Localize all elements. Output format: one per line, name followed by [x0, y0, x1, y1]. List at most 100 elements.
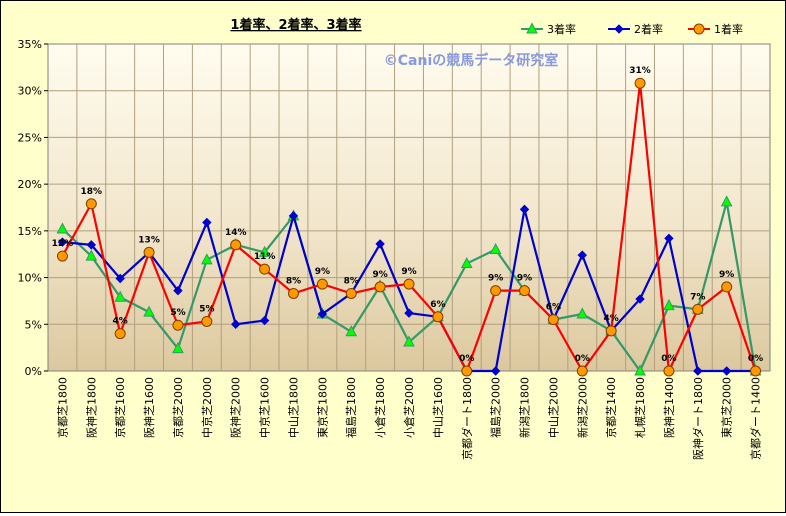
x-tick-label: 東京芝1800	[315, 377, 329, 438]
point-circle	[576, 365, 588, 377]
x-tick-label: 京都芝1800	[55, 377, 69, 438]
data-label: 14%	[225, 228, 247, 238]
y-tick-label: 30%	[18, 85, 42, 98]
data-label: 6%	[546, 303, 561, 313]
y-tick-label: 0%	[25, 365, 42, 378]
point-circle	[750, 365, 762, 377]
point-circle	[721, 281, 733, 293]
x-tick-label: 京都芝2000	[171, 377, 185, 438]
legend-label: 3着率	[547, 22, 576, 36]
point-circle	[287, 287, 299, 299]
point-circle	[172, 319, 184, 331]
point-diamond	[519, 204, 530, 215]
point-circle	[663, 365, 675, 377]
point-triangle	[201, 253, 213, 265]
y-tick-label: 20%	[18, 178, 42, 191]
x-tick-label: 阪神芝1800	[84, 377, 98, 438]
data-label: 9%	[719, 270, 734, 280]
data-label: 0%	[748, 354, 763, 364]
point-circle	[114, 328, 126, 340]
x-tick-label: 阪神芝2000	[229, 377, 243, 438]
x-tick-label: 福島芝2000	[489, 377, 503, 438]
x-tick-label: 京都芝1600	[113, 377, 127, 438]
data-label: 4%	[604, 314, 619, 324]
data-label: 9%	[315, 267, 330, 277]
point-triangle	[258, 245, 271, 257]
y-tick-label: 35%	[18, 38, 42, 51]
point-circle	[547, 314, 559, 326]
data-label: 9%	[488, 274, 503, 284]
point-triangle	[172, 342, 184, 354]
legend-label: 2着率	[634, 22, 663, 36]
point-triangle	[85, 249, 98, 261]
point-circle	[403, 278, 415, 290]
chart-title: 1着率、2着率、3着率	[230, 17, 361, 33]
data-label: 6%	[430, 300, 445, 310]
point-circle	[316, 278, 328, 290]
point-circle	[605, 325, 617, 337]
point-diamond	[635, 294, 645, 304]
point-triangle	[489, 242, 502, 255]
point-diamond	[202, 217, 212, 228]
point-circle	[519, 285, 531, 297]
x-tick-label: 阪神芝1600	[142, 377, 156, 438]
series-group: 12% 18% 4% 13% 5% 5% 14% 11% 8% 9% 8% 9% 9% 6% 0% 9% 9% 6…	[52, 66, 763, 377]
point-circle	[490, 285, 502, 297]
data-label: 5%	[199, 304, 214, 314]
data-label: 7%	[690, 292, 705, 302]
point-diamond	[115, 273, 125, 284]
point-circle	[201, 315, 213, 327]
x-tick-label: 東京芝2000	[720, 377, 734, 438]
x-tick-label: 中京芝2000	[200, 377, 214, 438]
point-diamond	[259, 315, 270, 326]
x-tick-label: 中山芝1800	[287, 377, 300, 438]
data-label: 8%	[286, 276, 301, 286]
point-diamond	[231, 319, 241, 329]
point-circle	[143, 246, 155, 258]
point-diamond	[375, 239, 385, 249]
series-3: 12% 18% 4% 13% 5% 5% 14% 11% 8% 9% 8% 9% 9% 6% 0% 9% 9% 6…	[52, 66, 763, 377]
point-triangle	[114, 290, 127, 302]
point-diamond	[490, 366, 501, 376]
x-tick-label: 阪神ダート1800	[691, 377, 705, 460]
point-diamond	[693, 366, 703, 376]
data-label: 8%	[344, 276, 359, 286]
point-diamond	[664, 233, 674, 244]
data-label: 9%	[401, 267, 416, 277]
point-triangle	[634, 364, 646, 376]
point-triangle	[720, 195, 733, 207]
point-circle	[461, 365, 473, 377]
grid-lines	[48, 44, 770, 371]
point-triangle	[526, 22, 538, 34]
point-circle	[693, 23, 705, 35]
y-tick-label: 10%	[18, 272, 42, 285]
point-diamond	[721, 366, 732, 376]
point-diamond	[404, 308, 414, 318]
data-label: 4%	[113, 317, 128, 327]
y-tick-label: 15%	[18, 225, 42, 238]
point-circle	[634, 77, 646, 89]
x-tick-label: 札幌芝1800	[633, 377, 647, 438]
axes: 0% 5% 10% 15% 20% 25% 30% 35% 京都芝1800 阪神芝1800 京都芝1…	[18, 38, 763, 460]
point-circle	[374, 281, 386, 293]
point-diamond	[57, 237, 68, 247]
x-tick-label: 中山芝2000	[547, 377, 560, 438]
point-triangle	[143, 305, 155, 317]
x-tick-label: 京都ダート1400	[749, 377, 763, 460]
x-tick-label: 京都ダート1800	[460, 377, 474, 460]
x-tick-label: 阪神芝1400	[662, 377, 676, 438]
x-tick-label: 新潟芝2000	[575, 377, 589, 438]
legend-label: 1着率	[714, 22, 743, 36]
y-tick-label: 5%	[25, 318, 42, 331]
legend-item: 1着率	[688, 22, 743, 36]
x-tick-label: 中山芝1600	[432, 377, 445, 438]
x-tick-label: 京都芝1400	[604, 377, 618, 438]
point-circle	[432, 311, 444, 323]
data-label: 11%	[254, 252, 276, 262]
legend-item: 3着率	[521, 22, 576, 36]
x-tick-label: 中京芝1600	[258, 377, 272, 438]
point-triangle	[576, 307, 589, 319]
point-triangle	[56, 222, 69, 234]
